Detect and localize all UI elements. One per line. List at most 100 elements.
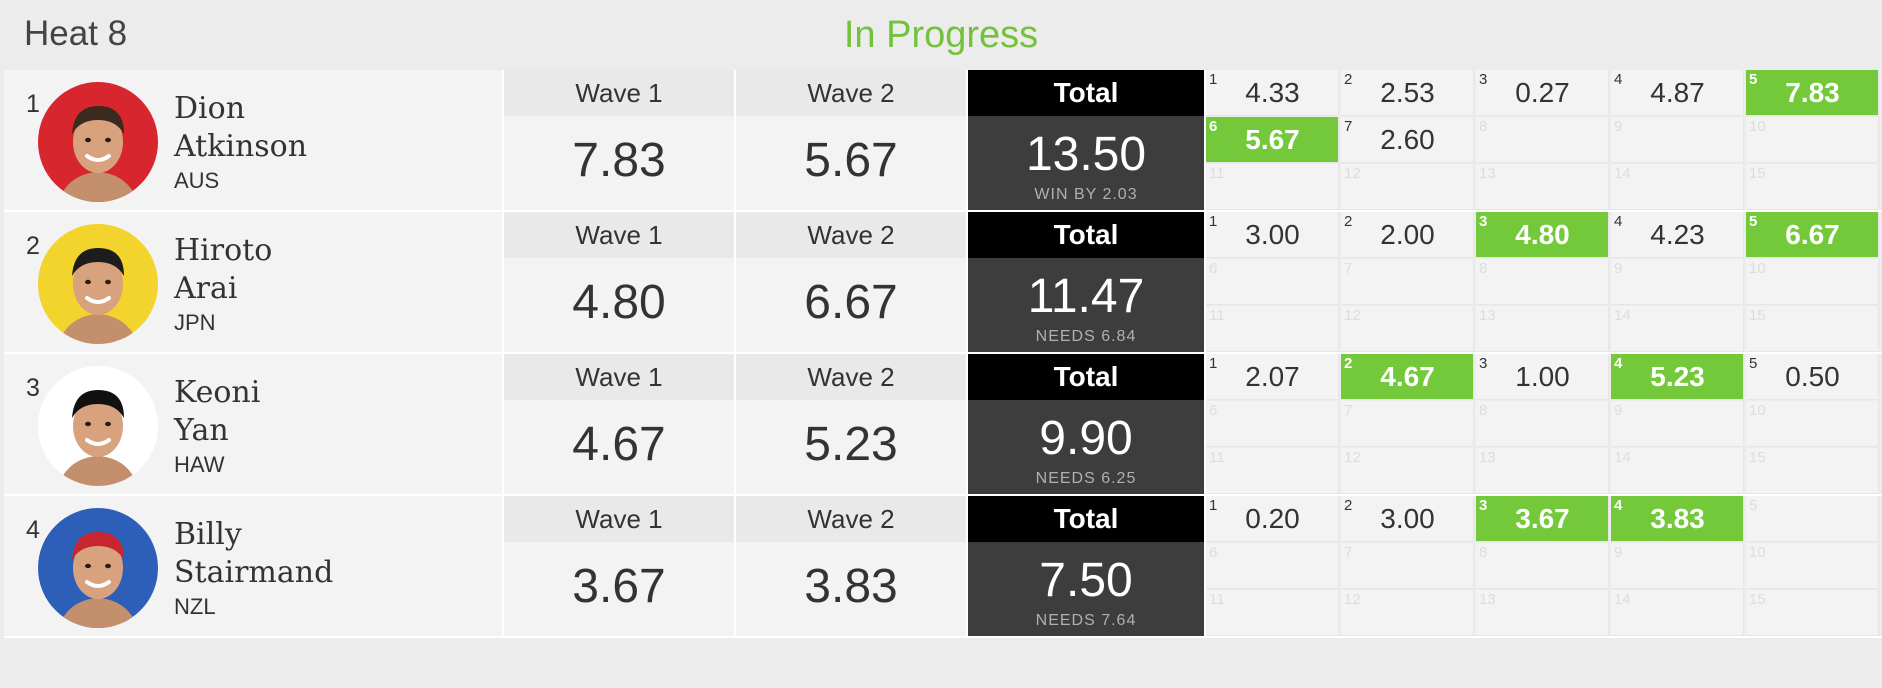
wave-score: 2.07 (1245, 361, 1300, 392)
total-score: Total 11.47 NEEDS 6.84 (968, 212, 1206, 352)
wave-number: 13 (1479, 165, 1496, 182)
heat-title: Heat 8 (24, 14, 128, 53)
wave-score-cell: 2 4.67 (1341, 354, 1474, 400)
wave-number: 15 (1749, 449, 1766, 466)
total-score: Total 13.50 WIN BY 2.03 (968, 70, 1206, 210)
wave-score: 3.67 (1515, 503, 1570, 534)
wave-1-value: 4.67 (572, 418, 666, 471)
wave-2-score: Wave 2 3.83 (736, 496, 968, 636)
wave-score-cell: 2 3.00 (1341, 496, 1474, 542)
wave-score-cell: 11 (1206, 590, 1339, 636)
rider-country: NZL (174, 594, 216, 619)
wave-number: 5 (1749, 71, 1758, 88)
wave-score-cell: 12 (1341, 448, 1474, 494)
wave-1-score: Wave 1 7.83 (504, 70, 736, 210)
wave-score: 5.23 (1650, 361, 1705, 392)
wave-number: 9 (1614, 544, 1623, 561)
rider-first-name: Dion (174, 91, 246, 126)
rider-name: Billy Stairmand NZL (174, 516, 333, 622)
wave-score-cell: 9 (1611, 543, 1744, 589)
wave-score-cell: 4 5.23 (1611, 354, 1744, 400)
rider-first-name: Keoni (174, 375, 261, 410)
wave-number: 7 (1344, 118, 1353, 135)
wave-number: 8 (1479, 402, 1488, 419)
wave-2-score: Wave 2 6.67 (736, 212, 968, 352)
total-score: Total 9.90 NEEDS 6.25 (968, 354, 1206, 494)
wave-number: 7 (1344, 402, 1353, 419)
wave-score-cell: 10 (1746, 117, 1879, 163)
rider-name: Dion Atkinson AUS (174, 90, 307, 196)
wave-score-cell: 9 (1611, 401, 1744, 447)
rider-last-name: Yan (174, 413, 229, 448)
wave-1-label: Wave 1 (504, 496, 734, 542)
wave-number: 13 (1479, 307, 1496, 324)
wave-score-cell: 6 (1206, 259, 1339, 305)
total-label: Total (968, 212, 1204, 258)
wave-score: 1.00 (1515, 361, 1570, 392)
wave-score-cell: 7 (1341, 543, 1474, 589)
wave-score-cell: 11 (1206, 448, 1339, 494)
wave-1-value: 3.67 (572, 560, 666, 613)
rider-country: HAW (174, 452, 225, 477)
wave-2-label: Wave 2 (736, 354, 966, 400)
wave-score-grid: 1 4.33 2 2.53 3 0.27 4 4.87 5 7.83 6 5.67 7 2.60 8 9 10 1… (1206, 70, 1882, 210)
wave-score-cell: 10 (1746, 259, 1879, 305)
wave-number: 15 (1749, 165, 1766, 182)
rider-rank: 1 (26, 90, 40, 118)
wave-score-cell: 3 0.27 (1476, 70, 1609, 116)
rider-last-name: Arai (174, 271, 238, 306)
score-needed: NEEDS 7.64 (1035, 612, 1137, 629)
heat-status: In Progress (843, 14, 1039, 56)
wave-number: 1 (1209, 497, 1218, 514)
wave-number: 10 (1749, 118, 1766, 135)
wave-2-label: Wave 2 (736, 212, 966, 258)
wave-score-cell: 5 (1746, 496, 1879, 542)
wave-score-grid: 1 2.07 2 4.67 3 1.00 4 5.23 5 0.50 6 7 8 9 10 11 12 13 14 1… (1206, 354, 1882, 494)
total-value: 11.47 (1027, 270, 1145, 323)
wave-number: 8 (1479, 260, 1488, 277)
wave-score: 6.67 (1785, 219, 1840, 250)
wave-score-cell: 9 (1611, 259, 1744, 305)
wave-score-cell: 5 6.67 (1746, 212, 1879, 258)
wave-1-score: Wave 1 4.80 (504, 212, 736, 352)
wave-score-cell: 5 0.50 (1746, 354, 1879, 400)
wave-score-cell: 10 (1746, 543, 1879, 589)
wave-score-cell: 2 2.53 (1341, 70, 1474, 116)
wave-1-value: 4.80 (572, 276, 666, 329)
wave-score-cell: 15 (1746, 306, 1879, 352)
wave-number: 11 (1209, 449, 1225, 466)
wave-number: 14 (1614, 307, 1631, 324)
wave-score-cell: 12 (1341, 306, 1474, 352)
wave-score-cell: 8 (1476, 259, 1609, 305)
wave-score: 0.27 (1515, 77, 1570, 108)
wave-score-cell: 1 4.33 (1206, 70, 1339, 116)
total-score: Total 7.50 NEEDS 7.64 (968, 496, 1206, 636)
footer-bar (4, 640, 1882, 688)
wave-score-cell: 13 (1476, 306, 1609, 352)
rider-info: 2 Hiroto Arai JPN (4, 212, 504, 352)
wave-score: 4.87 (1650, 77, 1705, 108)
rider-avatar (38, 224, 158, 344)
wave-score-cell: 3 1.00 (1476, 354, 1609, 400)
wave-score-cell: 1 3.00 (1206, 212, 1339, 258)
wave-number: 4 (1614, 71, 1623, 88)
wave-score-cell: 15 (1746, 590, 1879, 636)
wave-2-value: 3.83 (804, 560, 898, 613)
rider-info: 1 Dion Atkinson AUS (4, 70, 504, 210)
wave-number: 10 (1749, 544, 1766, 561)
wave-number: 7 (1344, 260, 1353, 277)
wave-score: 4.23 (1650, 219, 1705, 250)
wave-number: 8 (1479, 118, 1488, 135)
wave-score: 2.60 (1380, 124, 1435, 155)
rider-rank: 4 (26, 516, 40, 544)
wave-score-cell: 9 (1611, 117, 1744, 163)
wave-number: 4 (1614, 355, 1623, 372)
wave-score: 4.33 (1245, 77, 1300, 108)
rider-rank: 3 (26, 374, 40, 402)
wave-number: 11 (1209, 165, 1225, 182)
rider-row: 2 Hiroto Arai JPN Wave 1 4.80 Wave 2 6.67 Total 1… (4, 212, 1882, 354)
wave-score-cell: 4 3.83 (1611, 496, 1744, 542)
wave-number: 3 (1479, 497, 1488, 514)
wave-score-cell: 1 0.20 (1206, 496, 1339, 542)
wave-number: 1 (1209, 71, 1218, 88)
